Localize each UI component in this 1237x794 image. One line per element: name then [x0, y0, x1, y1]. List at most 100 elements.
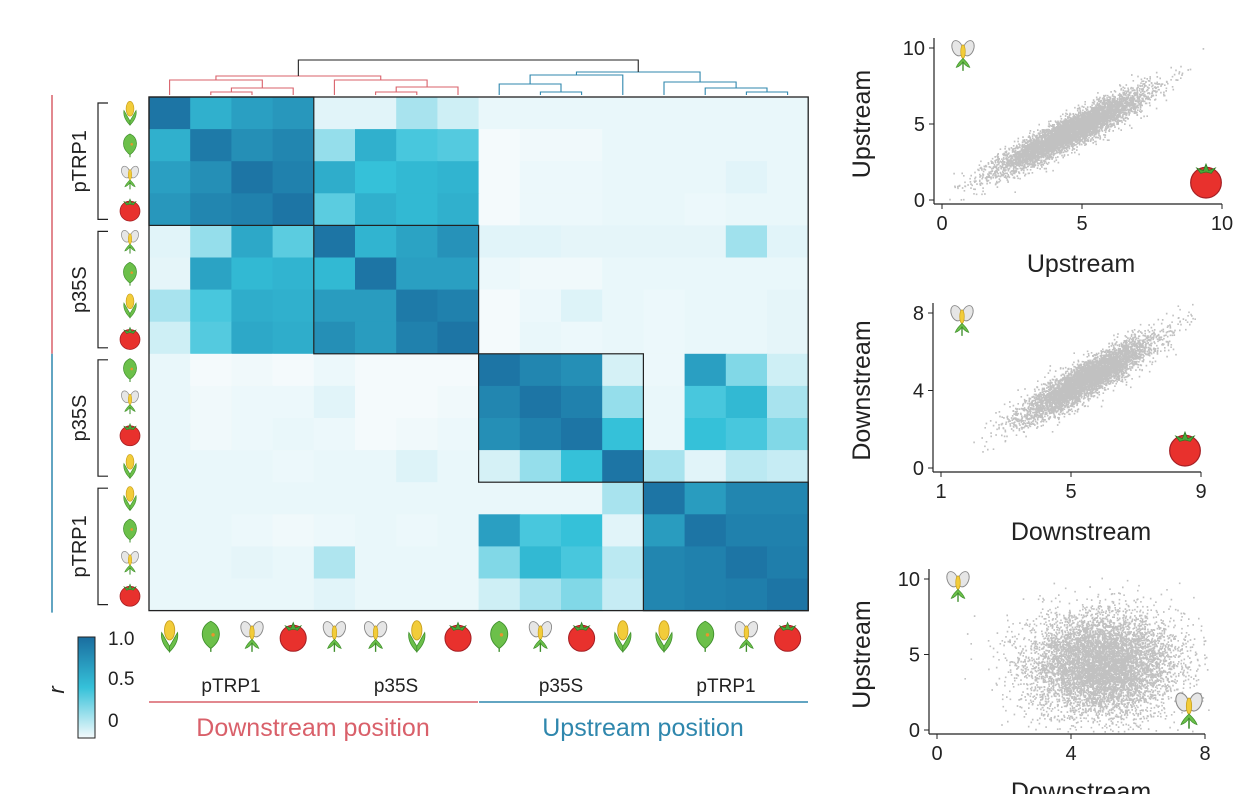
heatmap-cell — [643, 450, 686, 483]
heatmap-cell — [725, 257, 768, 291]
flower-icon — [119, 549, 141, 576]
heatmap-cell — [149, 129, 191, 162]
heatmap-cell — [190, 129, 232, 162]
heatmap-cell — [684, 385, 727, 419]
heatmap-cell — [396, 321, 438, 355]
corn-icon — [123, 453, 137, 479]
heatmap-cell — [437, 546, 480, 580]
corn-icon — [123, 293, 137, 319]
heatmap-cell — [355, 97, 397, 130]
heatmap-cell — [437, 450, 480, 483]
heatmap-cell — [643, 193, 686, 226]
heatmap-cell — [725, 97, 768, 130]
flower-icon — [320, 619, 349, 653]
heatmap-cell — [519, 129, 562, 162]
x-tick-label: 5 — [1065, 481, 1076, 503]
heatmap-cell — [437, 161, 480, 194]
heatmap-cell — [602, 257, 644, 291]
heatmap-cell — [684, 353, 727, 387]
heatmap-cell — [767, 578, 809, 612]
scatter-plot-2: 1 5 9 0 4 8 Downstream Downstream — [848, 303, 1207, 546]
y-axis-label: Upstream — [848, 70, 876, 178]
heatmap-cell — [313, 578, 356, 612]
heatmap-cell — [478, 578, 521, 612]
tomato-icon — [119, 326, 141, 350]
heatmap-cell — [313, 193, 356, 226]
heatmap-cell — [437, 418, 480, 451]
colorbar-label: r — [44, 685, 69, 694]
heatmap-cell — [190, 546, 232, 580]
heatmap-cell — [272, 257, 315, 291]
diagonal-block-outline — [148, 96, 315, 226]
heatmap-cell — [643, 418, 686, 451]
heatmap-cell — [396, 514, 438, 547]
heatmap-cell — [231, 546, 274, 580]
row-group-bracket — [97, 102, 108, 220]
tomato-icon — [568, 621, 596, 652]
heatmap-cell — [561, 514, 603, 547]
heatmap-cell — [643, 482, 686, 515]
heatmap-cell — [313, 546, 356, 580]
row-group-annotations: pTRP1 p35S p35S pTRP1 — [51, 95, 108, 613]
y-tick-label: 0 — [913, 458, 924, 480]
row-group-label: pTRP1 — [69, 130, 91, 192]
heatmap-cell — [272, 353, 315, 387]
x-axis-label: Downstream — [1011, 778, 1151, 794]
heatmap-cell — [396, 225, 438, 259]
dendrogram-link — [297, 59, 639, 76]
scatter-plot-3: 0 4 8 0 5 10 Downstream Upstream — [848, 569, 1211, 794]
heatmap-cell — [190, 257, 232, 291]
leaf-icon — [122, 261, 138, 287]
heatmap-cell — [355, 257, 397, 291]
heatmap-cell — [602, 514, 644, 547]
dendrogram-link — [215, 75, 382, 80]
colorbar-gradient — [77, 636, 96, 739]
heatmap-cell — [149, 418, 191, 451]
heatmap-cell — [602, 418, 644, 451]
x-tick-label: 9 — [1195, 481, 1206, 503]
heatmap-cell — [519, 97, 562, 130]
heatmap-cell — [478, 482, 521, 515]
scatter-points — [964, 577, 1210, 733]
diagonal-block-outline — [478, 353, 645, 483]
heatmap-cell — [231, 97, 274, 130]
heatmap-cell — [437, 289, 480, 323]
y-tick-label: 0 — [909, 720, 920, 742]
heatmap-cell — [272, 450, 315, 483]
heatmap-cell — [313, 514, 356, 547]
heatmap-cell — [272, 225, 315, 259]
tomato-icon — [279, 621, 307, 652]
heatmap-cell — [519, 418, 562, 451]
heatmap-cell — [643, 225, 686, 259]
x-axis-label: Downstream — [1011, 518, 1151, 546]
heatmap-cell — [725, 321, 768, 355]
flower-icon — [237, 619, 267, 653]
heatmap-cell — [478, 129, 521, 162]
heatmap-cell — [355, 161, 397, 194]
heatmap-cell — [643, 385, 686, 419]
col-group-label: p35S — [374, 676, 418, 697]
y-tick-label: 10 — [903, 38, 925, 60]
heatmap-cell — [396, 193, 438, 226]
heatmap-cell — [437, 514, 480, 547]
heatmap-cell — [519, 546, 562, 580]
heatmap-cell — [643, 97, 686, 130]
colorbar-tick: 0 — [108, 711, 119, 732]
heatmap-cell — [355, 418, 397, 451]
heatmap-cell — [478, 450, 521, 483]
heatmap-cell — [190, 193, 232, 226]
heatmap-cell — [561, 482, 603, 515]
heatmap-cell — [478, 385, 521, 419]
x-tick-label: 10 — [1211, 213, 1233, 235]
col-group-label: pTRP1 — [201, 676, 260, 697]
heatmap-cell — [561, 321, 603, 355]
heatmap-cell — [355, 225, 397, 259]
heatmap-cell — [313, 482, 356, 515]
heatmap-cell — [272, 385, 315, 419]
flower-icon — [526, 619, 555, 653]
heatmap-cell — [602, 193, 644, 226]
y-tick-label: 5 — [914, 114, 925, 136]
heatmap-cell — [355, 321, 397, 355]
heatmap-cell — [437, 257, 480, 291]
